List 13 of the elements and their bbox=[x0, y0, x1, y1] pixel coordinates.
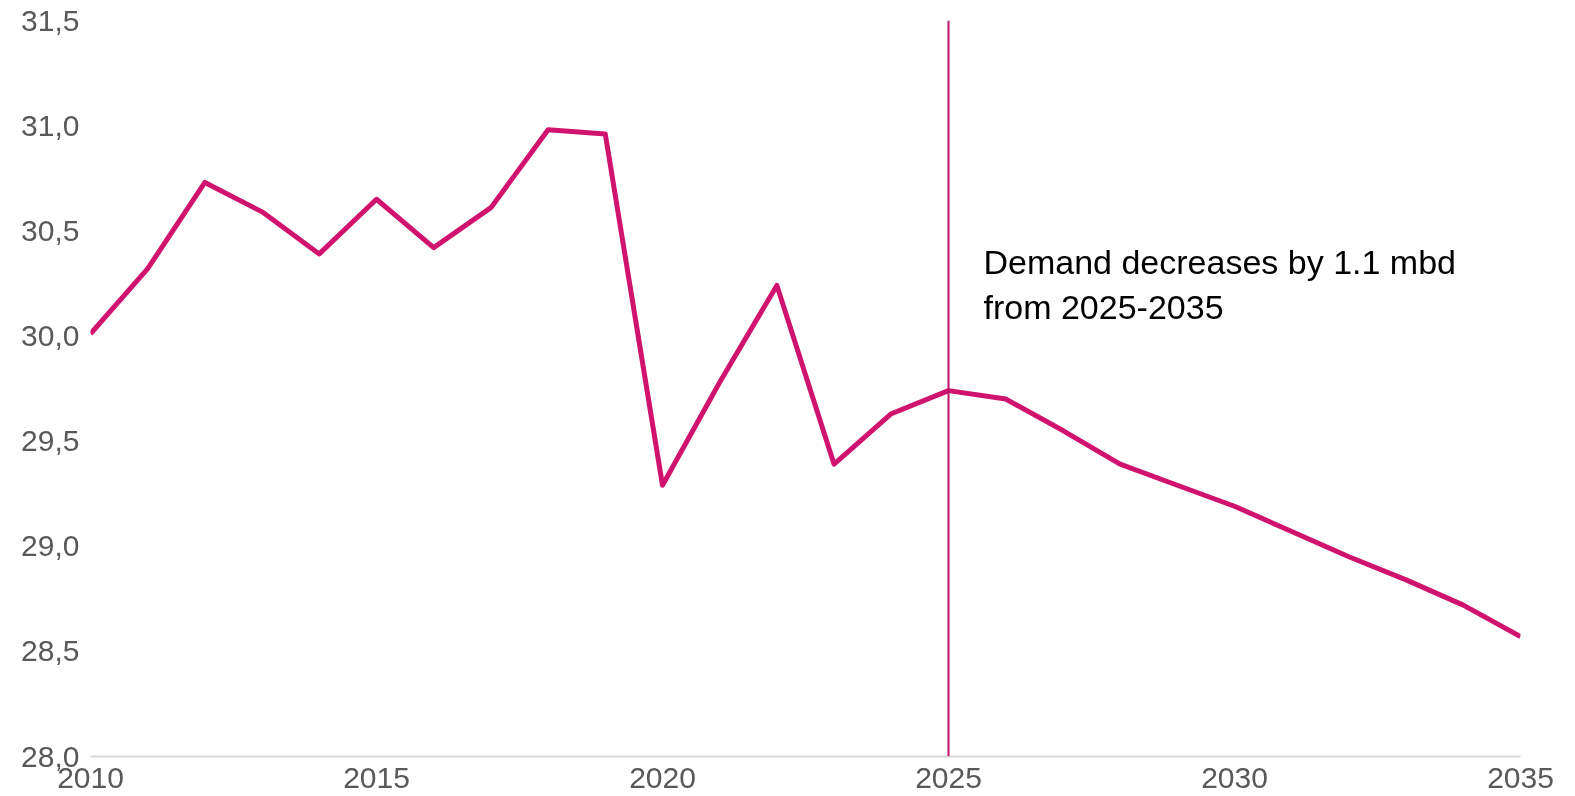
x-tick-label: 2035 bbox=[1487, 760, 1554, 794]
y-tick-label: 31,5 bbox=[21, 3, 80, 37]
x-tick-label: 2030 bbox=[1201, 760, 1268, 794]
x-tick-label: 2015 bbox=[343, 760, 410, 794]
y-tick-label: 29,0 bbox=[21, 529, 80, 563]
x-tick-label: 2020 bbox=[629, 760, 696, 794]
y-tick-label: 28,5 bbox=[21, 634, 80, 668]
y-tick-label: 31,0 bbox=[21, 108, 80, 142]
x-tick-label: 2025 bbox=[915, 760, 982, 794]
y-tick-label: 29,5 bbox=[21, 424, 80, 458]
ref-line-label: Demand decreases by 1.1 mbd from 2025-2035 bbox=[983, 242, 1456, 327]
y-tick-label: 30,5 bbox=[21, 213, 80, 247]
y-tick-label: 30,0 bbox=[21, 318, 80, 352]
